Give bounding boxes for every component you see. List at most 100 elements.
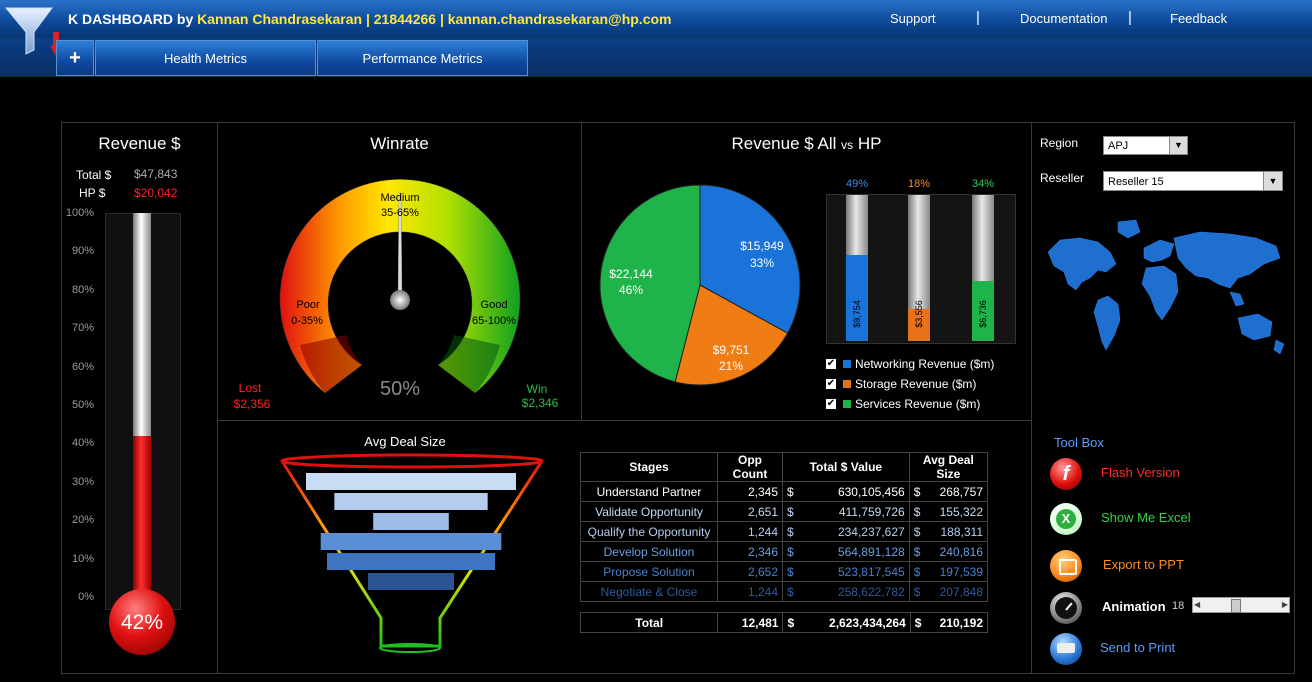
table-row[interactable]: Propose Solution 2,652 $523,817,545 $197,53… [580, 561, 988, 582]
excel-icon[interactable]: X [1050, 503, 1082, 535]
header-avg-deal[interactable]: Avg Deal Size [908, 452, 989, 482]
gauge-shadow-right [438, 335, 500, 393]
legend-label: Storage Revenue ($m) [855, 377, 977, 391]
animation-slider[interactable]: ◀ ▶ [1192, 597, 1290, 613]
win-value: $2,346 [521, 396, 559, 410]
chevron-down-icon[interactable]: ▼ [1263, 172, 1282, 190]
header-total-value[interactable]: Total $ Value [782, 452, 910, 482]
pie-label-pct: 46% [618, 283, 644, 297]
legend-label: Networking Revenue ($m) [855, 357, 995, 371]
table-row[interactable]: Develop Solution 2,346 $564,891,128 $240,81… [580, 541, 988, 562]
scale-tick-label: 100% [65, 207, 94, 219]
bar-track [908, 195, 930, 341]
scale-tick-label: 30% [71, 475, 94, 488]
header-separator: | [976, 9, 980, 26]
revenue-percent: 42% [120, 611, 164, 634]
scale-tick-label: 90% [71, 245, 94, 258]
export-to-ppt-link[interactable]: Export to PPT [1103, 557, 1184, 572]
medium-range: 35-65% [381, 207, 419, 219]
lost-label: Lost [238, 381, 262, 395]
avg-cell: 240,816 [926, 541, 988, 562]
currency-cell: $ [908, 561, 927, 582]
show-me-excel-link[interactable]: Show Me Excel [1101, 510, 1191, 525]
feedback-link[interactable]: Feedback [1170, 11, 1228, 26]
reseller-dropdown[interactable]: Reseller 15 ▼ [1103, 171, 1283, 191]
legend-swatch [843, 360, 851, 368]
currency-cell: $ [781, 541, 804, 562]
hp-share-bars: 49% $9,754 18% $3,556 34% $6,736 [826, 178, 1014, 342]
pie-label-value: $9,751 [712, 343, 750, 357]
legend-item-networking[interactable]: ✔ Networking Revenue ($m) [826, 354, 994, 374]
bar-value-label: $9,754 [852, 300, 862, 328]
tab-performance-metrics[interactable]: Performance Metrics [317, 40, 528, 76]
bar-value-label: $6,736 [978, 300, 988, 328]
lost-value: $2,356 [233, 397, 271, 411]
gauge-shadow-left [300, 335, 362, 393]
funnel-logo-icon [4, 7, 62, 56]
funnel-base [379, 643, 441, 653]
tab-health-metrics[interactable]: Health Metrics [95, 40, 316, 76]
pie-label-value: $15,949 [740, 239, 784, 253]
hp-label: HP $ [79, 186, 106, 200]
currency-cell: $ [781, 561, 804, 582]
flash-version-link[interactable]: Flash Version [1101, 465, 1180, 480]
poor-label: Poor [296, 299, 320, 311]
title-main: Revenue $ All [731, 134, 837, 153]
total-value: 2,623,434,264 [799, 612, 911, 633]
table-row[interactable]: Negotiate & Close 1,244 $258,622,782 $207,8… [580, 581, 988, 602]
avg-cell: 188,311 [926, 521, 988, 542]
slider-right-arrow[interactable]: ▶ [1281, 600, 1288, 609]
header-opp-count[interactable]: Opp Count [717, 452, 783, 482]
deal-funnel-chart [280, 453, 544, 653]
add-tab-button[interactable]: + [56, 40, 94, 76]
funnel-bar [320, 533, 502, 550]
toolbox-title: Tool Box [1054, 435, 1104, 450]
win-label: Win [526, 382, 548, 396]
support-link[interactable]: Support [890, 11, 936, 26]
deal-title: Avg Deal Size [364, 434, 446, 449]
legend-item-storage[interactable]: ✔ Storage Revenue ($m) [826, 374, 994, 394]
currency-cell: $ [908, 481, 927, 502]
legend-item-services[interactable]: ✔ Services Revenue ($m) [826, 394, 994, 414]
animation-label: Animation [1102, 599, 1166, 614]
title-bar [0, 0, 1312, 38]
table-header-row: Stages Opp Count Total $ Value Avg Deal … [580, 452, 989, 482]
checkbox-icon[interactable]: ✔ [826, 398, 836, 409]
currency-cell: $ [781, 581, 804, 602]
hp-value: $20,042 [134, 186, 178, 200]
table-row[interactable]: Qualify the Opportunity 1,244 $234,237,627… [580, 521, 988, 542]
currency-cell: $ [781, 501, 804, 522]
printer-icon[interactable] [1050, 633, 1082, 665]
checkbox-icon[interactable]: ✔ [826, 358, 836, 369]
slider-thumb[interactable] [1231, 599, 1241, 613]
revenue-pie-chart [599, 184, 801, 386]
flash-icon[interactable]: f [1050, 458, 1082, 490]
world-map-icon[interactable] [1040, 212, 1288, 372]
stage-cell: Qualify the Opportunity [580, 521, 718, 542]
table-row[interactable]: Validate Opportunity 2,651 $411,759,726 $15… [580, 501, 988, 522]
bar-pct-label: 18% [907, 178, 931, 190]
header-stages[interactable]: Stages [580, 452, 718, 482]
total-stage: Total [579, 612, 719, 633]
title-vs: vs [841, 138, 854, 152]
currency-cell: $ [781, 521, 804, 542]
table-row[interactable]: Understand Partner 2,345 $630,105,456 $268,… [580, 481, 988, 502]
documentation-link[interactable]: Documentation [1020, 11, 1108, 26]
slider-left-arrow[interactable]: ◀ [1194, 600, 1201, 609]
pie-slice [699, 184, 801, 334]
chevron-down-icon[interactable]: ▼ [1169, 137, 1187, 154]
thermometer-fill [133, 436, 151, 598]
funnel-outline [280, 460, 544, 648]
bar-value-label: $3,556 [914, 300, 924, 328]
bar-pct-label: 49% [845, 178, 869, 190]
total-count: 12,481 [717, 612, 784, 633]
winrate-title: Winrate [370, 134, 429, 153]
bar-fill [908, 309, 930, 341]
gauge-icon[interactable] [1050, 592, 1082, 624]
ppt-icon[interactable] [1050, 550, 1082, 582]
animation-value: 18 [1172, 600, 1185, 612]
checkbox-icon[interactable]: ✔ [826, 378, 836, 389]
region-dropdown[interactable]: APJ ▼ [1103, 136, 1188, 155]
send-to-print-link[interactable]: Send to Print [1100, 640, 1176, 655]
legend-label: Services Revenue ($m) [855, 397, 981, 411]
